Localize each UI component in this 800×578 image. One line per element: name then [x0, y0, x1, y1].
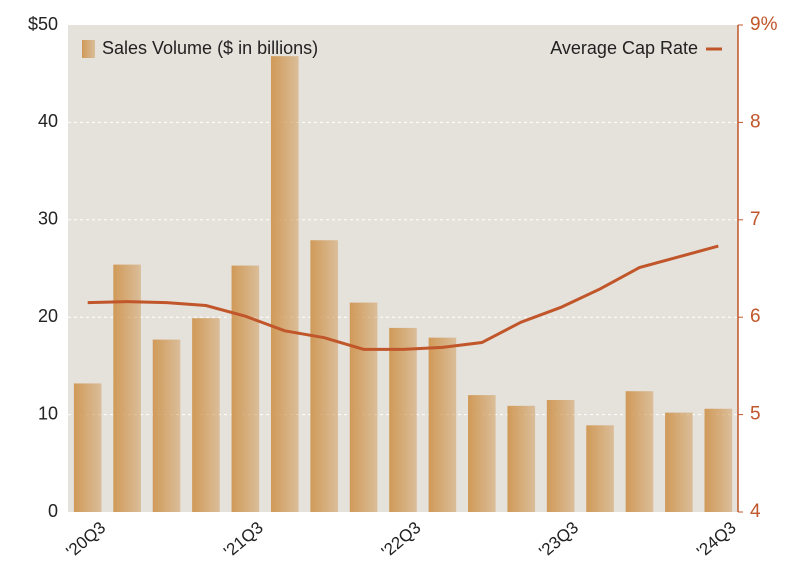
bar — [546, 399, 575, 512]
bar — [192, 318, 220, 512]
y2-tick-label: 9% — [750, 14, 778, 35]
cap-rate-line — [87, 244, 719, 351]
x-tick-label: '20Q3 — [63, 518, 110, 561]
y-tick-label: 0 — [48, 501, 58, 521]
legend-label: Sales Volume ($ in billions) — [102, 38, 318, 58]
y2-tick-label: 8 — [750, 111, 761, 132]
x-tick-label: '23Q3 — [536, 518, 583, 561]
bar — [152, 339, 181, 512]
y2-tick-label: 6 — [750, 306, 761, 327]
y-tick-label: $50 — [28, 14, 58, 34]
y2-tick-label: 4 — [750, 501, 761, 522]
bar — [665, 412, 693, 512]
y2-tick-label: 7 — [750, 209, 761, 230]
bar — [113, 264, 141, 512]
x-tick-label: '24Q3 — [693, 518, 740, 561]
y2-tick-label: 5 — [750, 404, 761, 425]
legend-label: Average Cap Rate — [550, 38, 698, 58]
x-tick-label: '22Q3 — [378, 518, 425, 561]
bar — [270, 56, 299, 512]
bar — [704, 408, 733, 512]
bar — [310, 240, 338, 512]
bar — [349, 302, 378, 512]
bar — [73, 383, 102, 512]
bar — [586, 425, 614, 512]
bar — [625, 391, 654, 512]
bar — [231, 265, 260, 512]
y-tick-label: 10 — [38, 403, 58, 423]
bar — [389, 327, 417, 512]
bar — [507, 405, 536, 512]
legend-swatch — [82, 40, 95, 58]
y-tick-label: 40 — [38, 111, 58, 131]
bar — [428, 337, 457, 512]
bar — [468, 395, 496, 512]
y-tick-label: 20 — [38, 306, 58, 326]
x-tick-label: '21Q3 — [220, 518, 267, 561]
y-tick-label: 30 — [38, 209, 58, 229]
